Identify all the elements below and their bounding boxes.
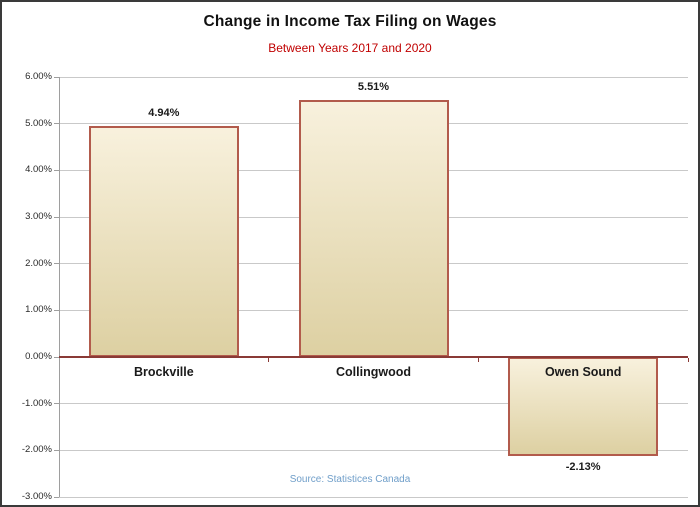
y-axis-line <box>59 77 60 497</box>
bar-brockville <box>88 126 239 357</box>
x-axis-tick <box>477 358 479 362</box>
bar-collingwood <box>298 99 449 357</box>
gridline <box>59 403 688 405</box>
y-axis-label: 5.00% <box>25 117 52 129</box>
y-axis-tick <box>54 216 59 218</box>
y-axis-tick <box>54 403 59 405</box>
y-axis-label: 4.00% <box>25 164 52 176</box>
x-axis-tick <box>687 358 689 362</box>
category-label-collingwood: Collingwood <box>336 365 411 379</box>
bar-owen-sound <box>508 357 659 457</box>
y-axis-label: 3.00% <box>25 211 52 222</box>
y-axis-tick <box>54 123 59 125</box>
chart-title: Change in Income Tax Filing on Wages <box>203 13 497 30</box>
y-axis-tick <box>54 449 59 451</box>
x-axis-tick <box>268 358 270 362</box>
value-label-brockville: 4.94% <box>148 107 180 120</box>
y-axis-tick <box>54 496 59 498</box>
value-label-collingwood: 5.51% <box>357 80 390 93</box>
y-axis-tick <box>54 169 59 171</box>
category-label-owen-sound: Owen Sound <box>544 365 622 379</box>
source-caption: Source: Statistices Canada <box>289 474 411 485</box>
y-axis-tick <box>54 263 59 265</box>
gridline <box>59 76 688 78</box>
y-axis-tick <box>54 356 59 358</box>
category-label-brockville: Brockville <box>133 365 194 379</box>
zero-axis-line <box>59 356 688 358</box>
y-axis-label: 2.00% <box>25 257 52 269</box>
y-axis-label: 1.00% <box>25 304 52 316</box>
y-axis-label: 0.00% <box>25 351 52 362</box>
value-label-owen-sound: -2.13% <box>565 461 601 474</box>
y-axis-tick <box>54 76 59 78</box>
y-axis-label: -2.00% <box>21 444 52 456</box>
y-axis-label: -1.00% <box>21 397 52 409</box>
gridline <box>59 496 688 498</box>
y-axis-label: -3.00% <box>21 491 52 502</box>
chart-subtitle: Between Years 2017 and 2020 <box>268 41 432 55</box>
y-axis-label: 6.00% <box>25 71 52 82</box>
gridline <box>59 449 688 451</box>
y-axis-tick <box>54 309 59 311</box>
